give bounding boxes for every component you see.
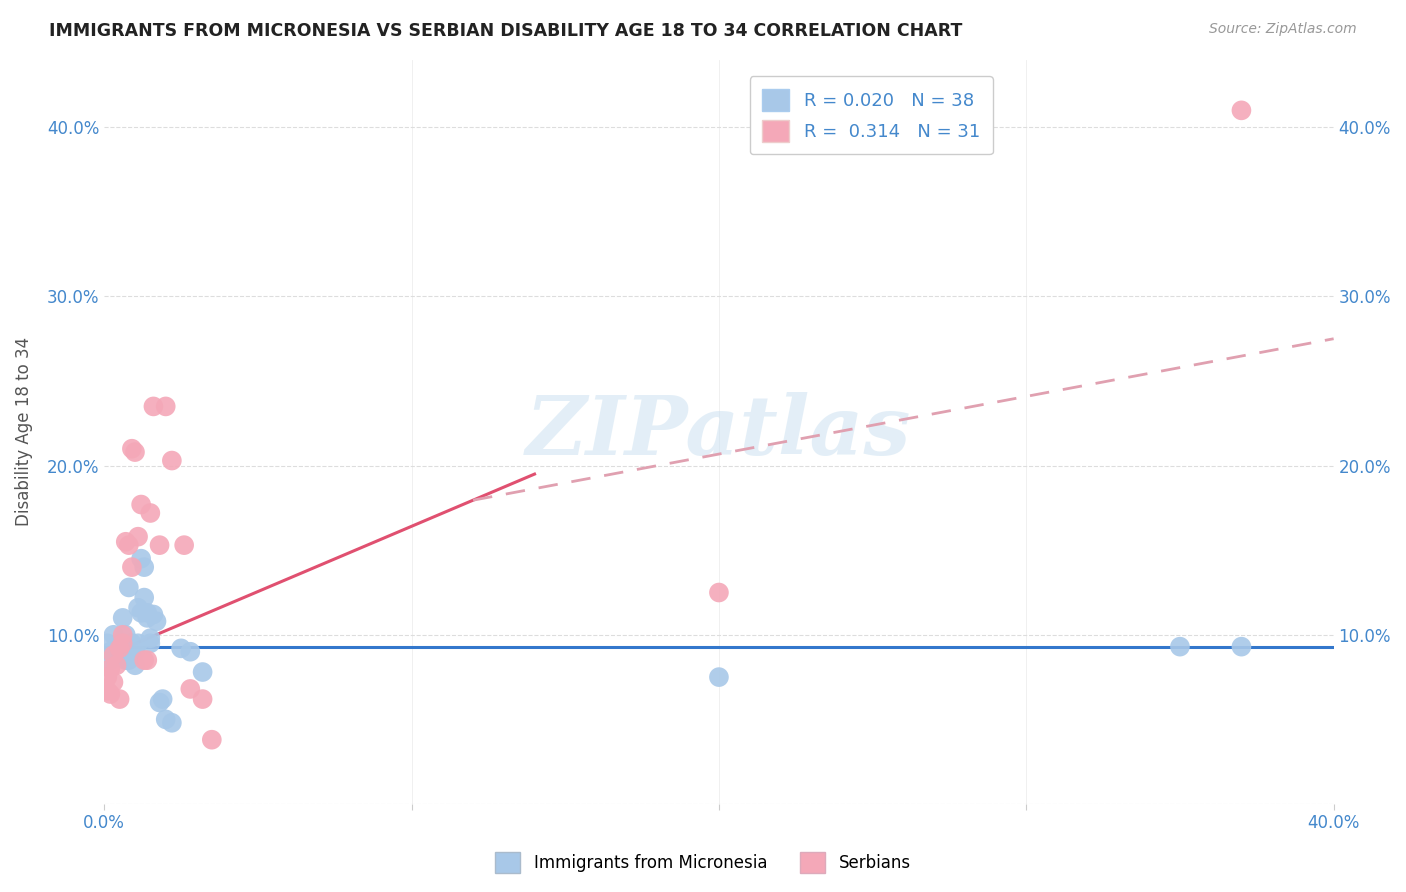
Point — [127, 600, 149, 615]
Point — [129, 606, 152, 620]
Point — [170, 641, 193, 656]
Point — [121, 648, 143, 662]
Text: Source: ZipAtlas.com: Source: ZipAtlas.com — [1209, 22, 1357, 37]
Point — [201, 732, 224, 747]
Point — [103, 628, 125, 642]
Point — [121, 442, 143, 456]
Point — [155, 400, 177, 414]
Point — [103, 648, 125, 662]
Point — [134, 591, 156, 605]
Point — [108, 641, 131, 656]
Y-axis label: Disability Age 18 to 34: Disability Age 18 to 34 — [15, 337, 32, 526]
Point — [160, 453, 183, 467]
Point — [136, 606, 159, 620]
Text: ZIPatlas: ZIPatlas — [526, 392, 911, 472]
Point — [142, 400, 165, 414]
Point — [1230, 640, 1253, 654]
Point — [142, 607, 165, 622]
Point — [173, 538, 195, 552]
Point — [111, 636, 134, 650]
Point — [105, 648, 128, 662]
Point — [134, 653, 156, 667]
Point — [707, 670, 730, 684]
Point — [100, 687, 122, 701]
Point — [148, 538, 170, 552]
Point — [114, 534, 136, 549]
Point — [96, 636, 118, 650]
Point — [134, 560, 156, 574]
Point — [114, 653, 136, 667]
Point — [121, 560, 143, 574]
Point — [139, 636, 162, 650]
Legend: R = 0.020   N = 38, R =  0.314   N = 31: R = 0.020 N = 38, R = 0.314 N = 31 — [749, 76, 993, 154]
Point — [108, 692, 131, 706]
Point — [100, 662, 122, 676]
Point — [118, 653, 141, 667]
Legend: Immigrants from Micronesia, Serbians: Immigrants from Micronesia, Serbians — [488, 846, 918, 880]
Point — [100, 645, 122, 659]
Point — [108, 636, 131, 650]
Point — [160, 715, 183, 730]
Point — [124, 658, 146, 673]
Point — [108, 641, 131, 656]
Point — [136, 653, 159, 667]
Point — [191, 665, 214, 679]
Point — [124, 645, 146, 659]
Point — [707, 585, 730, 599]
Point — [114, 628, 136, 642]
Text: IMMIGRANTS FROM MICRONESIA VS SERBIAN DISABILITY AGE 18 TO 34 CORRELATION CHART: IMMIGRANTS FROM MICRONESIA VS SERBIAN DI… — [49, 22, 963, 40]
Point — [105, 658, 128, 673]
Point — [136, 611, 159, 625]
Point — [1168, 640, 1191, 654]
Point — [96, 683, 118, 698]
Point — [148, 696, 170, 710]
Point — [152, 692, 174, 706]
Point — [145, 614, 167, 628]
Point — [121, 636, 143, 650]
Point — [129, 498, 152, 512]
Point — [111, 628, 134, 642]
Point — [139, 631, 162, 645]
Point — [96, 670, 118, 684]
Point — [139, 506, 162, 520]
Point — [127, 636, 149, 650]
Point — [100, 653, 122, 667]
Point — [191, 692, 214, 706]
Point — [118, 538, 141, 552]
Point — [1230, 103, 1253, 118]
Point — [179, 681, 201, 696]
Point — [103, 675, 125, 690]
Point — [118, 581, 141, 595]
Point — [129, 551, 152, 566]
Point — [155, 712, 177, 726]
Point — [127, 530, 149, 544]
Point — [179, 645, 201, 659]
Point — [111, 611, 134, 625]
Point — [124, 445, 146, 459]
